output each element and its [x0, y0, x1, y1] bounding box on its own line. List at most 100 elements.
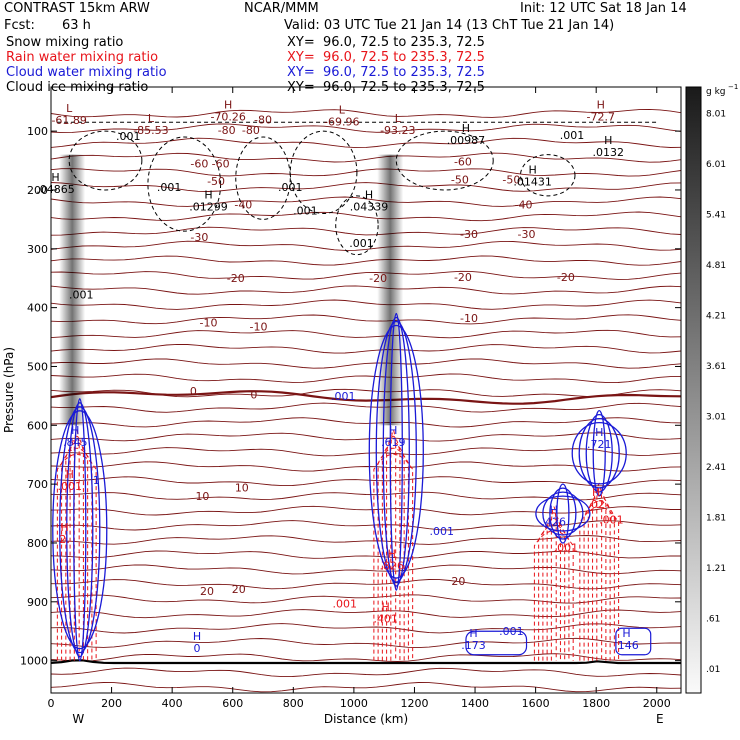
contour-value-label: .001 [278, 181, 303, 194]
high-marker: H [66, 468, 74, 481]
temperature-isotherm [51, 358, 681, 369]
extremum-value: -69.96 [324, 115, 359, 128]
temperature-isotherm [51, 343, 681, 354]
temperature-label: -80 [254, 113, 272, 126]
x-tick-label: 800 [283, 697, 304, 710]
temperature-label: 20 [451, 575, 465, 588]
contour-value-label: .001 [293, 205, 318, 218]
cloud-water-contour [535, 495, 591, 532]
forecast-label: Fcst: [4, 18, 35, 33]
temperature-isotherm [51, 402, 681, 413]
y-tick-label: 200 [27, 184, 48, 197]
rain-contour [381, 441, 405, 661]
contour-value-label: .001 [333, 598, 358, 611]
high-marker: H [71, 424, 79, 437]
high-marker: H [597, 99, 605, 112]
temperature-contours [51, 108, 681, 693]
extremum-value: .721 [587, 438, 612, 451]
high-marker: H [469, 627, 477, 640]
temperature-isotherm [51, 609, 681, 619]
high-marker: H [550, 503, 558, 516]
temperature-isotherm [51, 211, 681, 222]
cloud-water-contour [66, 402, 94, 658]
colorbar-unit-exponent: −1 [728, 83, 738, 91]
y-tick-label: 400 [27, 302, 48, 315]
extremum-value: .04339 [350, 201, 389, 214]
high-marker: H [224, 99, 232, 112]
colorbar-label: 8.01 [706, 109, 726, 119]
x-tick-label: 600 [222, 697, 243, 710]
temperature-isotherm [51, 653, 681, 662]
legend-xy-0: XY= 96.0, 72.5 to 235.3, 72.5 [287, 35, 485, 50]
y-tick-label: 100 [27, 125, 48, 138]
temperature-isotherm [51, 417, 681, 428]
temperature-label: -40 [515, 199, 533, 212]
extremum-value: .401 [373, 613, 398, 626]
temperature-label: 10 [235, 482, 249, 495]
temperature-isotherm [51, 299, 681, 310]
rain-contour [546, 512, 561, 661]
high-marker: H [462, 122, 470, 135]
x-tick-label: 0 [48, 697, 55, 710]
rain-contour [390, 429, 397, 661]
contour-value-label: .001 [69, 289, 94, 302]
y-tick-label: 300 [27, 243, 48, 256]
temperature-isotherm [51, 270, 681, 280]
temperature-label: -40 [234, 199, 252, 212]
temperature-label: -60 [190, 157, 208, 170]
colorbar: 8.01 6.01 5.41 4.81 4.21 3.61 3.01 2.41 1.81 1.21… [685, 83, 738, 694]
temperature-isotherm [51, 564, 681, 575]
west-label: W [72, 712, 84, 726]
temperature-isotherm [51, 520, 681, 531]
extremum-value: .146 [614, 639, 639, 652]
rain-contour [542, 518, 566, 661]
rain-contour [56, 453, 97, 661]
temperature-isotherm [51, 432, 681, 442]
temperature-label: -30 [190, 231, 208, 244]
legend-entry-0: Snow mixing ratio [6, 35, 124, 50]
y-tick-label: 800 [27, 537, 48, 550]
temperature-isotherm [51, 123, 681, 134]
cloud-ice-contour [395, 130, 494, 191]
cloud-water-contour [368, 324, 424, 579]
y-tick-label: 900 [27, 596, 48, 609]
contour-value-label: .001 [554, 542, 579, 555]
colorbar-label: 6.01 [706, 160, 726, 170]
temperature-isotherm [51, 240, 681, 251]
contour-value-label: 1 [93, 474, 100, 487]
contour-value-label: .001 [349, 237, 374, 250]
center-label: NCAR/MMM [244, 1, 319, 16]
axes: 0 200 400 600 800 1000 1200 1400 1600 1800 2000100… [2, 86, 682, 726]
legend-xy-2: XY= 96.0, 72.5 to 235.3, 72.5 [287, 65, 485, 80]
high-marker: H [595, 426, 603, 439]
extremum-value: -72.7 [587, 111, 615, 124]
temperature-label: -50 [207, 175, 225, 188]
colorbar-label: 2.41 [706, 463, 726, 473]
temperature-isotherm [51, 255, 681, 266]
temperature-label: -10 [200, 316, 218, 329]
temperature-isotherm [51, 682, 681, 693]
temperature-label: -30 [460, 228, 478, 241]
legend-entry-1: Rain water mixing ratio [6, 50, 159, 65]
x-axis-label: Distance (km) [324, 712, 408, 726]
contour-value-label: .001 [599, 513, 624, 526]
cloud-ice-contour [335, 195, 379, 256]
y-tick-label: 700 [27, 478, 48, 491]
cloud-water-contour [615, 627, 652, 656]
high-marker: H [388, 548, 396, 561]
x-tick-label: 1400 [461, 697, 489, 710]
high-marker: H [604, 134, 612, 147]
low-marker: L [148, 112, 155, 125]
colorbar-label: .01 [706, 665, 720, 675]
forecast-hour: 63 h [62, 18, 91, 33]
high-marker: H [365, 189, 373, 202]
cloud-water-contour [389, 312, 403, 591]
high-marker: H [592, 486, 600, 499]
x-tick-label: 1000 [340, 697, 368, 710]
y-tick-label: 500 [27, 360, 48, 373]
temperature-isotherm [51, 285, 681, 295]
temperature-isotherm [51, 623, 681, 634]
high-marker: H [51, 171, 59, 184]
y-axis-label: Pressure (hPa) [2, 347, 16, 433]
temperature-label: 10 [195, 490, 209, 503]
